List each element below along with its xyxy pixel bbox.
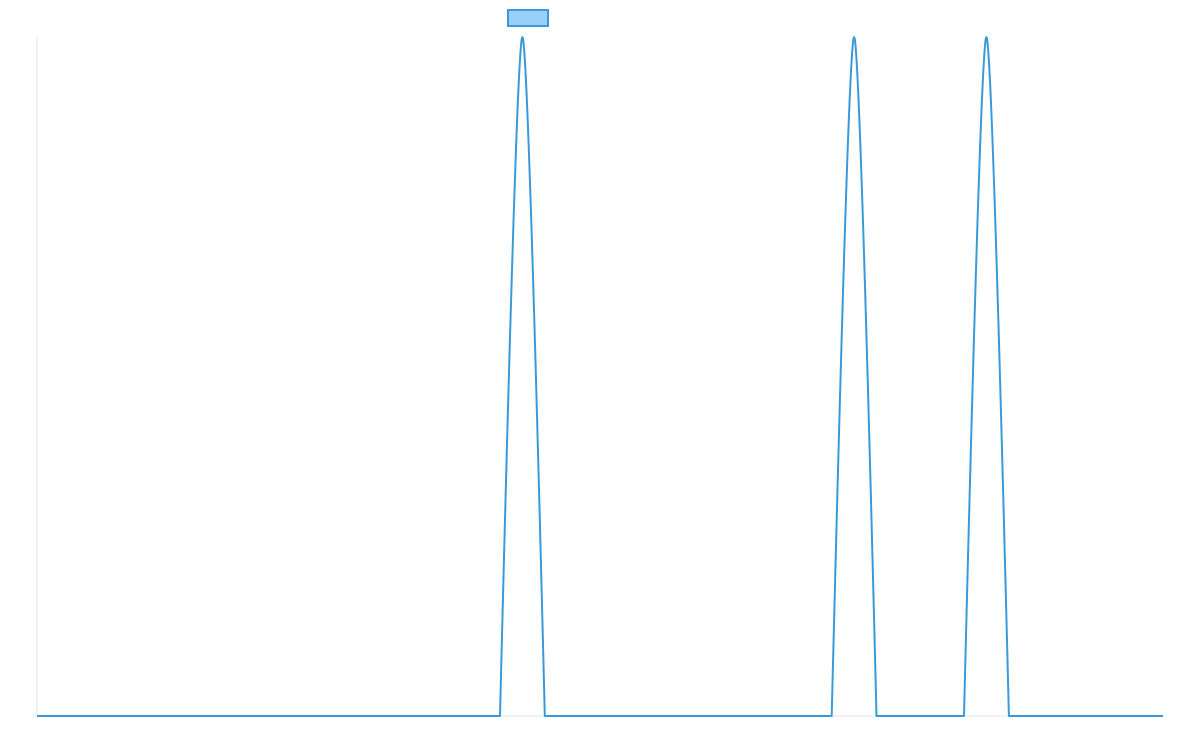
series-line-0 <box>37 36 1163 717</box>
legend-swatch[interactable] <box>507 9 549 27</box>
